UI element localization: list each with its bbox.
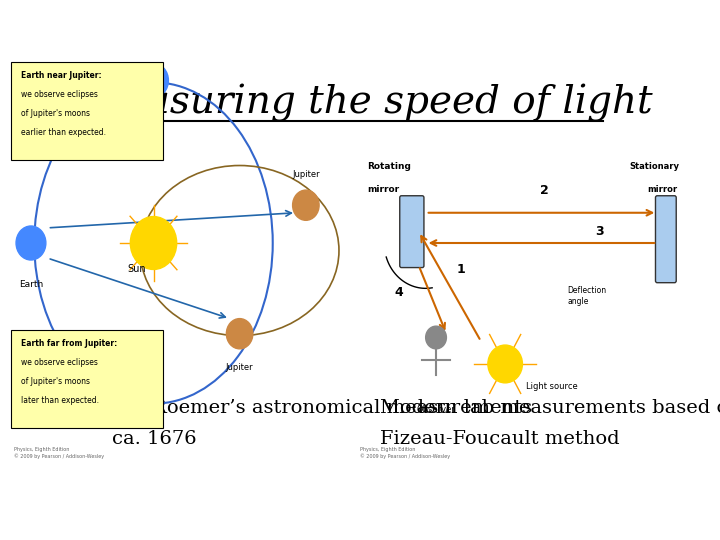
Circle shape (226, 319, 253, 349)
Text: Observer: Observer (417, 405, 456, 414)
Text: we observe eclipses: we observe eclipses (21, 90, 98, 99)
Text: later than expected.: later than expected. (21, 396, 99, 405)
FancyBboxPatch shape (11, 62, 163, 160)
Text: Stationary: Stationary (629, 162, 680, 171)
Text: 2: 2 (540, 184, 549, 197)
Text: Earth: Earth (19, 280, 43, 289)
Text: 3: 3 (595, 225, 603, 239)
Text: earlier than expected.: earlier than expected. (21, 128, 106, 137)
Circle shape (130, 217, 176, 269)
Text: Earth: Earth (115, 76, 139, 85)
Text: Fizeau-Foucault method: Fizeau-Foucault method (380, 430, 620, 448)
Text: Earth far from Jupiter:: Earth far from Jupiter: (21, 340, 117, 348)
Text: of Jupiter's moons: of Jupiter's moons (21, 377, 90, 386)
Circle shape (488, 345, 523, 383)
Text: mirror: mirror (647, 185, 677, 194)
Text: Jupiter: Jupiter (226, 363, 253, 372)
Text: Physics, Eighth Edition
© 2009 by Pearson / Addison-Wesley: Physics, Eighth Edition © 2009 by Pearso… (360, 447, 450, 458)
Text: Measuring the speed of light: Measuring the speed of light (85, 84, 653, 122)
Text: 4: 4 (395, 286, 403, 299)
Text: Light source: Light source (526, 382, 577, 391)
Circle shape (426, 326, 446, 349)
Text: of Jupiter's moons: of Jupiter's moons (21, 109, 90, 118)
Text: Deflection
angle: Deflection angle (567, 286, 606, 306)
Text: Physics, Eighth Edition
© 2009 by Pearson / Addison-Wesley: Physics, Eighth Edition © 2009 by Pearso… (14, 447, 104, 458)
Text: Rotating: Rotating (367, 162, 411, 171)
Text: mirror: mirror (367, 185, 399, 194)
FancyBboxPatch shape (400, 195, 424, 268)
Circle shape (16, 226, 46, 260)
Text: Earth near Jupiter:: Earth near Jupiter: (21, 71, 102, 80)
Text: 1: 1 (456, 263, 466, 276)
Text: Jupiter: Jupiter (292, 171, 320, 179)
Circle shape (292, 190, 319, 220)
Text: Sun: Sun (127, 265, 146, 274)
Text: ca. 1676: ca. 1676 (112, 430, 197, 448)
FancyBboxPatch shape (11, 330, 163, 428)
Circle shape (139, 64, 168, 97)
FancyBboxPatch shape (655, 195, 676, 283)
Text: Ole Roemer’s astronomical measurements: Ole Roemer’s astronomical measurements (112, 399, 533, 417)
Text: we observe eclipses: we observe eclipses (21, 359, 98, 367)
Text: Modern lab measurements based on: Modern lab measurements based on (380, 399, 720, 417)
